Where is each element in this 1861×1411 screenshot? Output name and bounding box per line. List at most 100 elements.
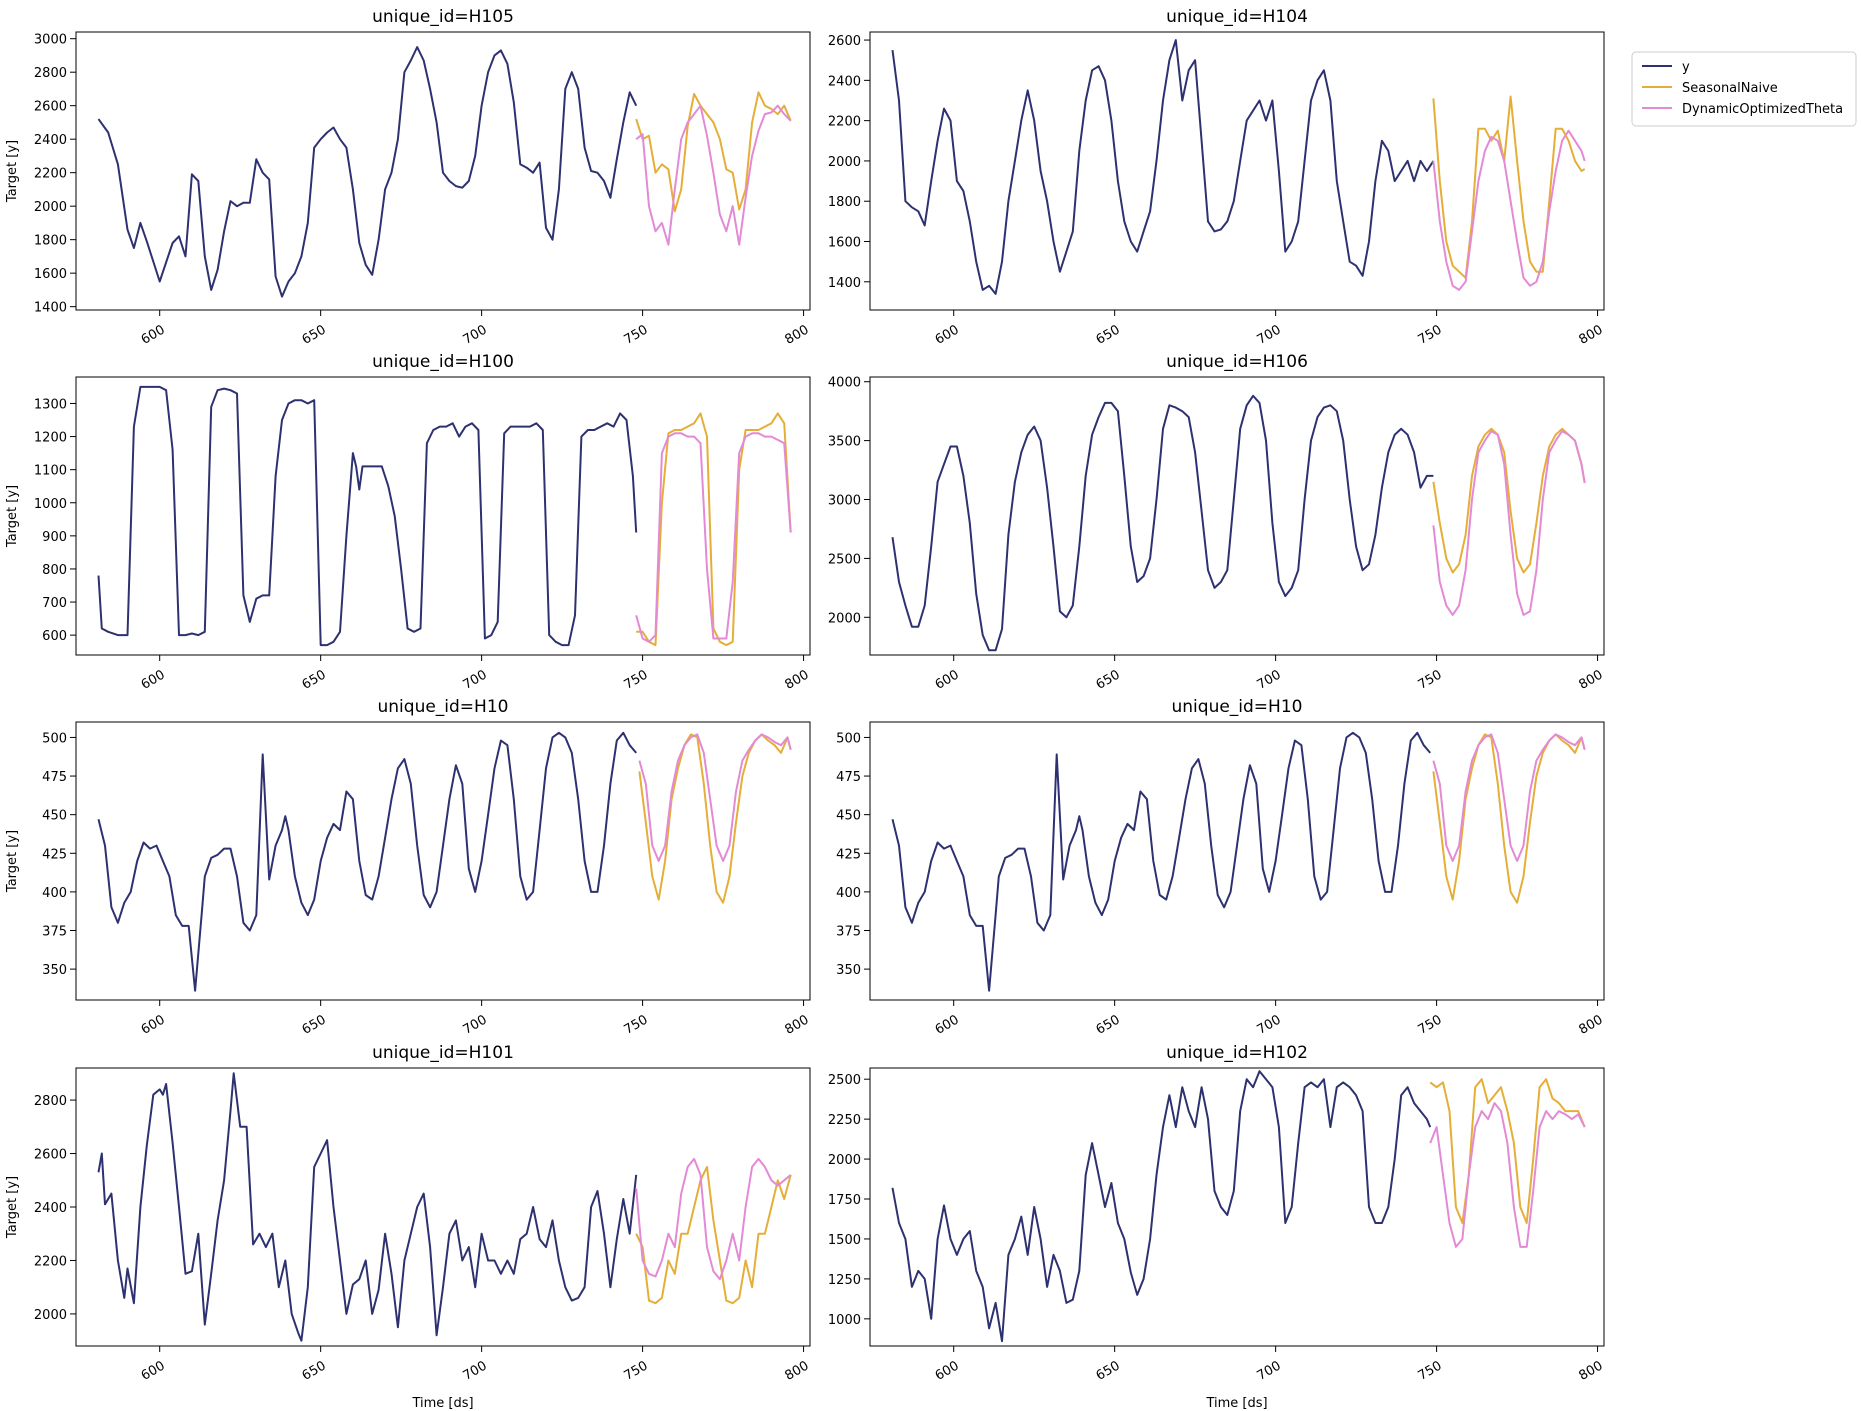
x-tick-label: 750 <box>1416 1358 1445 1383</box>
plot-area <box>869 1067 1605 1347</box>
y-tick-label: 2800 <box>34 1094 67 1109</box>
legend-label-dynamicoptimizedtheta: DynamicOptimizedTheta <box>1682 102 1843 117</box>
x-tick-label: 800 <box>783 1012 812 1037</box>
y-tick-label: 1250 <box>828 1273 861 1288</box>
y-tick-label: 2500 <box>828 552 861 567</box>
x-tick-label: 800 <box>1577 322 1606 347</box>
series-line-seasonalnaive <box>1432 95 1586 279</box>
x-tick-label: 700 <box>461 1012 490 1037</box>
x-tick-label: 600 <box>933 667 962 692</box>
panel-title: unique_id=H10 <box>378 697 509 717</box>
legend-label-seasonalnaive: SeasonalNaive <box>1682 81 1778 96</box>
x-tick-label: 700 <box>1255 667 1284 692</box>
panel-title: unique_id=H104 <box>1166 7 1308 27</box>
plot-area <box>75 721 811 1001</box>
x-tick-label: 650 <box>1094 667 1123 692</box>
series-line-y <box>891 39 1435 295</box>
x-tick-label: 600 <box>139 322 168 347</box>
y-tick-label: 1100 <box>34 464 67 479</box>
panel-title: unique_id=H102 <box>1166 1043 1308 1063</box>
x-axis-label: Time [ds] <box>411 1396 473 1411</box>
y-tick-label: 400 <box>836 886 861 901</box>
y-tick-label: 2600 <box>34 100 67 115</box>
x-tick-label: 750 <box>622 1012 651 1037</box>
y-tick-label: 800 <box>42 563 67 578</box>
y-tick-label: 475 <box>836 770 861 785</box>
x-tick-label: 600 <box>139 1358 168 1383</box>
x-tick-label: 650 <box>300 322 329 347</box>
x-tick-label: 600 <box>933 1358 962 1383</box>
series-line-seasonalnaive <box>638 733 792 904</box>
plot-area <box>869 31 1605 311</box>
y-tick-label: 700 <box>42 596 67 611</box>
x-tick-label: 750 <box>622 667 651 692</box>
x-tick-label: 700 <box>461 322 490 347</box>
y-tick-label: 1000 <box>828 1313 861 1328</box>
panel-title: unique_id=H106 <box>1166 352 1308 372</box>
series-line-dynamicoptimizedtheta <box>635 1157 792 1281</box>
y-tick-label: 2000 <box>34 1308 67 1323</box>
y-tick-label: 2000 <box>828 155 861 170</box>
panel-7: 600 650 700 750 800 2000 2200 2400 2600 2800 uniqu… <box>5 1043 812 1411</box>
x-tick-label: 650 <box>300 1358 329 1383</box>
plot-area <box>75 376 811 656</box>
panel-1: 600 650 700 750 800 1400 1600 1800 2000 2200 2400 2… <box>5 7 812 348</box>
x-tick-label: 750 <box>622 1358 651 1383</box>
legend: y SeasonalNaive DynamicOptimizedTheta <box>1631 51 1857 127</box>
series-line-seasonalnaive <box>635 1165 792 1305</box>
y-tick-label: 4000 <box>828 376 861 391</box>
series-line-y <box>97 46 638 298</box>
y-tick-label: 2500 <box>828 1073 861 1088</box>
panel-3: 600 650 700 750 800 600 700 800 900 1000 1100 1200 1… <box>5 352 812 693</box>
series-line-y <box>97 1072 638 1342</box>
y-tick-label: 425 <box>42 847 67 862</box>
y-tick-label: 2000 <box>828 1153 861 1168</box>
x-tick-label: 650 <box>1094 1012 1123 1037</box>
panel-title: unique_id=H100 <box>372 352 514 372</box>
plot-area <box>869 376 1605 656</box>
y-tick-label: 1800 <box>828 195 861 210</box>
x-tick-label: 800 <box>783 1358 812 1383</box>
series-line-seasonalnaive <box>1432 733 1586 904</box>
y-tick-label: 1000 <box>34 497 67 512</box>
series-line-y <box>97 731 637 992</box>
series-line-y <box>891 394 1434 652</box>
y-tick-label: 475 <box>42 770 67 785</box>
y-tick-label: 1300 <box>34 397 67 412</box>
series-line-seasonalnaive <box>635 91 792 213</box>
y-tick-label: 1500 <box>828 1233 861 1248</box>
y-tick-label: 2200 <box>34 1254 67 1269</box>
y-tick-label: 500 <box>836 731 861 746</box>
y-tick-label: 900 <box>42 530 67 545</box>
y-axis-label: Target [y] <box>5 830 20 893</box>
y-tick-label: 1400 <box>34 301 67 316</box>
y-tick-label: 2200 <box>828 115 861 130</box>
series-line-y <box>97 385 638 647</box>
x-tick-label: 700 <box>1255 1358 1284 1383</box>
x-tick-label: 800 <box>1577 667 1606 692</box>
x-tick-label: 600 <box>933 1012 962 1037</box>
series-line-seasonalnaive <box>1429 1078 1586 1224</box>
series-line-dynamicoptimizedtheta <box>635 104 792 246</box>
y-tick-label: 375 <box>836 925 861 940</box>
y-tick-label: 2250 <box>828 1113 861 1128</box>
series-line-dynamicoptimizedtheta <box>635 432 792 643</box>
x-tick-label: 750 <box>1416 322 1445 347</box>
x-tick-label: 600 <box>139 667 168 692</box>
series-line-dynamicoptimizedtheta <box>1432 129 1586 291</box>
y-tick-label: 1750 <box>828 1193 861 1208</box>
legend-frame <box>1631 51 1857 127</box>
x-tick-label: 700 <box>1255 322 1284 347</box>
panel-title: unique_id=H101 <box>372 1043 514 1063</box>
panel-title: unique_id=H10 <box>1172 697 1303 717</box>
x-tick-label: 650 <box>300 1012 329 1037</box>
y-tick-label: 2200 <box>34 167 67 182</box>
y-tick-label: 500 <box>42 731 67 746</box>
y-tick-label: 2000 <box>828 611 861 626</box>
y-tick-label: 1600 <box>828 236 861 251</box>
plot-area <box>869 721 1605 1001</box>
x-tick-label: 800 <box>783 667 812 692</box>
x-tick-label: 750 <box>1416 667 1445 692</box>
series-line-dynamicoptimizedtheta <box>1432 430 1586 616</box>
